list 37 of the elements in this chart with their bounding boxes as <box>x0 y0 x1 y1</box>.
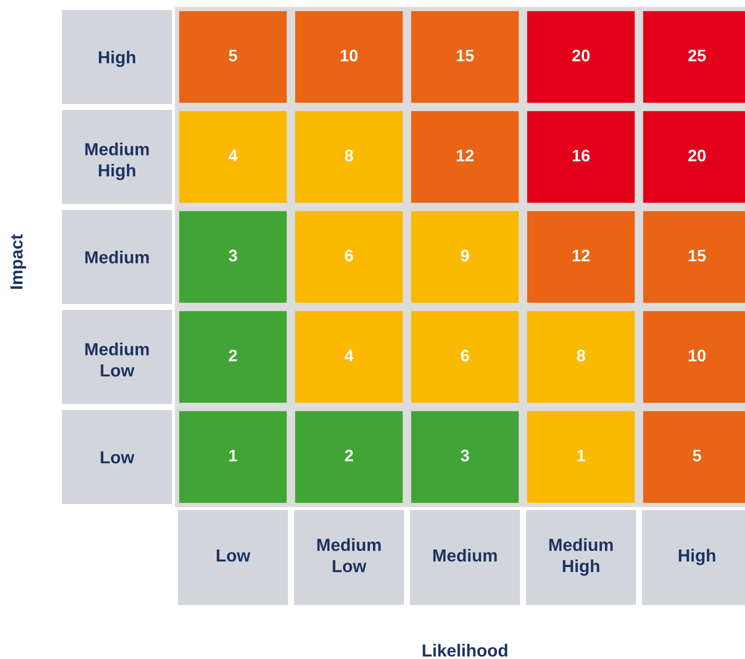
data-label: 8 <box>576 350 586 362</box>
data-label: 16 <box>572 150 590 162</box>
y-axis-title: Impact <box>10 234 26 289</box>
data-label: 15 <box>688 250 706 262</box>
x-tick-label: Medium Low <box>317 538 381 572</box>
y-tick-label: Medium <box>85 250 149 264</box>
x-tick-label: High <box>678 548 716 566</box>
data-label: 10 <box>340 50 358 62</box>
data-label: 3 <box>460 450 470 462</box>
data-label: 1 <box>229 450 238 462</box>
data-label: 9 <box>460 250 470 262</box>
x-tick-label: Low <box>216 550 250 562</box>
data-label: 6 <box>344 250 354 262</box>
data-label: 8 <box>344 150 354 162</box>
y-tick-label: Low <box>100 451 134 464</box>
data-label: 4 <box>344 350 354 362</box>
data-label: 5 <box>228 50 238 62</box>
x-tick-label: Medium High <box>549 538 613 576</box>
data-label: 12 <box>572 250 590 262</box>
data-label: 6 <box>460 350 470 362</box>
data-label: 2 <box>228 350 237 362</box>
data-label: 1 <box>577 450 586 462</box>
x-axis-title: Likelihood <box>422 644 508 657</box>
data-label: 4 <box>228 150 238 162</box>
data-label: 2 <box>344 450 353 462</box>
data-label: 20 <box>688 150 706 162</box>
data-label: 5 <box>692 450 702 462</box>
data-label: 3 <box>228 250 238 262</box>
y-tick-label: Medium Low <box>85 342 149 377</box>
data-label: 15 <box>456 50 474 62</box>
y-tick-label: High <box>98 50 136 67</box>
x-tick-label: Medium <box>433 548 497 562</box>
data-label: 25 <box>688 50 706 62</box>
data-label: 10 <box>688 350 706 362</box>
data-label: 12 <box>456 150 474 162</box>
y-tick-label: Medium High <box>85 142 149 180</box>
data-label: 20 <box>572 50 590 62</box>
